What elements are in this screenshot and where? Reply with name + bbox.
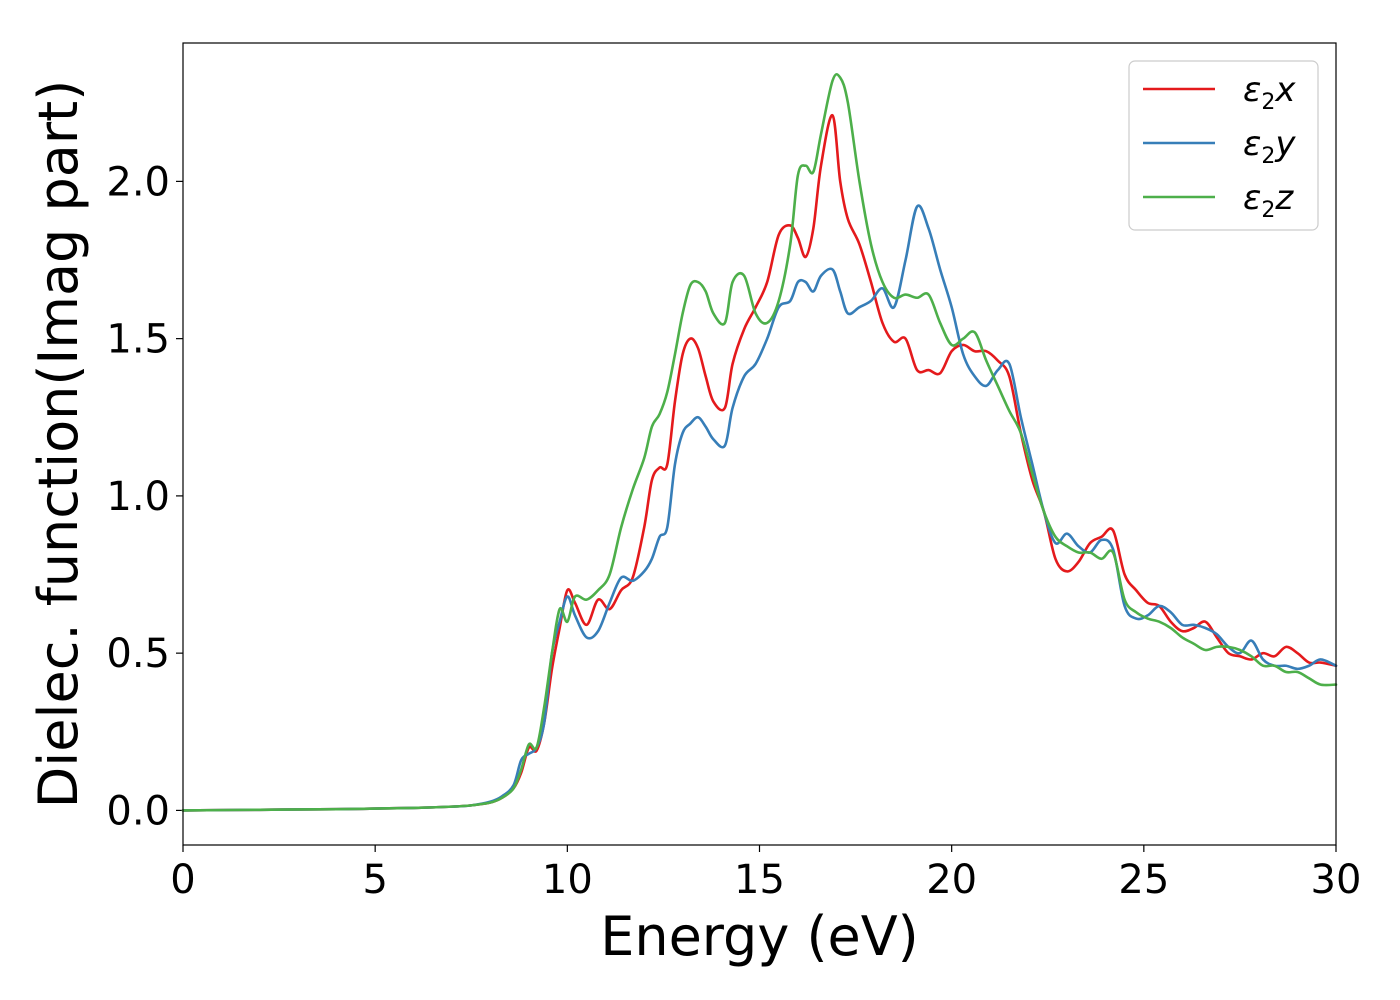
- y-tick-label: 2.0: [106, 159, 170, 205]
- legend-label-tail: x: [1274, 70, 1296, 110]
- legend-label-base: ε: [1243, 178, 1261, 218]
- x-tick-label: 30: [1311, 857, 1362, 903]
- y-tick-label: 1.0: [106, 474, 170, 520]
- axis-ticks: 0 5 10 15 20 25 30 0.0 0.5 1.0 1.5 2.0: [106, 159, 1361, 903]
- x-axis-title: Energy (eV): [600, 905, 919, 968]
- legend-label: ε2x: [1243, 70, 1296, 115]
- y-tick-label: 0.5: [106, 631, 170, 677]
- legend-label-tail: y: [1274, 124, 1296, 164]
- series-layer: [181, 72, 1338, 812]
- series-line-y: [181, 204, 1338, 812]
- legend-label-subscript: 2: [1261, 144, 1275, 169]
- x-tick-label: 5: [362, 857, 387, 903]
- legend-label: ε2z: [1243, 178, 1294, 223]
- legend-box: [1128, 60, 1319, 231]
- y-tick-label: 0.0: [106, 788, 170, 834]
- legend-label-subscript: 2: [1261, 90, 1275, 115]
- x-tick-label: 10: [542, 857, 593, 903]
- legend-label-subscript: 2: [1261, 198, 1275, 223]
- y-tick-label: 1.5: [106, 317, 170, 363]
- legend-label: ε2y: [1243, 124, 1296, 169]
- series-line-z: [181, 72, 1338, 812]
- x-tick-label: 25: [1118, 857, 1169, 903]
- x-tick-label: 20: [926, 857, 977, 903]
- y-axis-title: Dielec. function(Imag part): [27, 80, 90, 809]
- x-tick-label: 0: [170, 857, 195, 903]
- legend-label-base: ε: [1243, 124, 1261, 164]
- x-tick-label: 15: [734, 857, 785, 903]
- legend-label-tail: z: [1274, 178, 1294, 218]
- plot-frame: [182, 42, 1337, 846]
- legend-label-base: ε: [1243, 70, 1261, 110]
